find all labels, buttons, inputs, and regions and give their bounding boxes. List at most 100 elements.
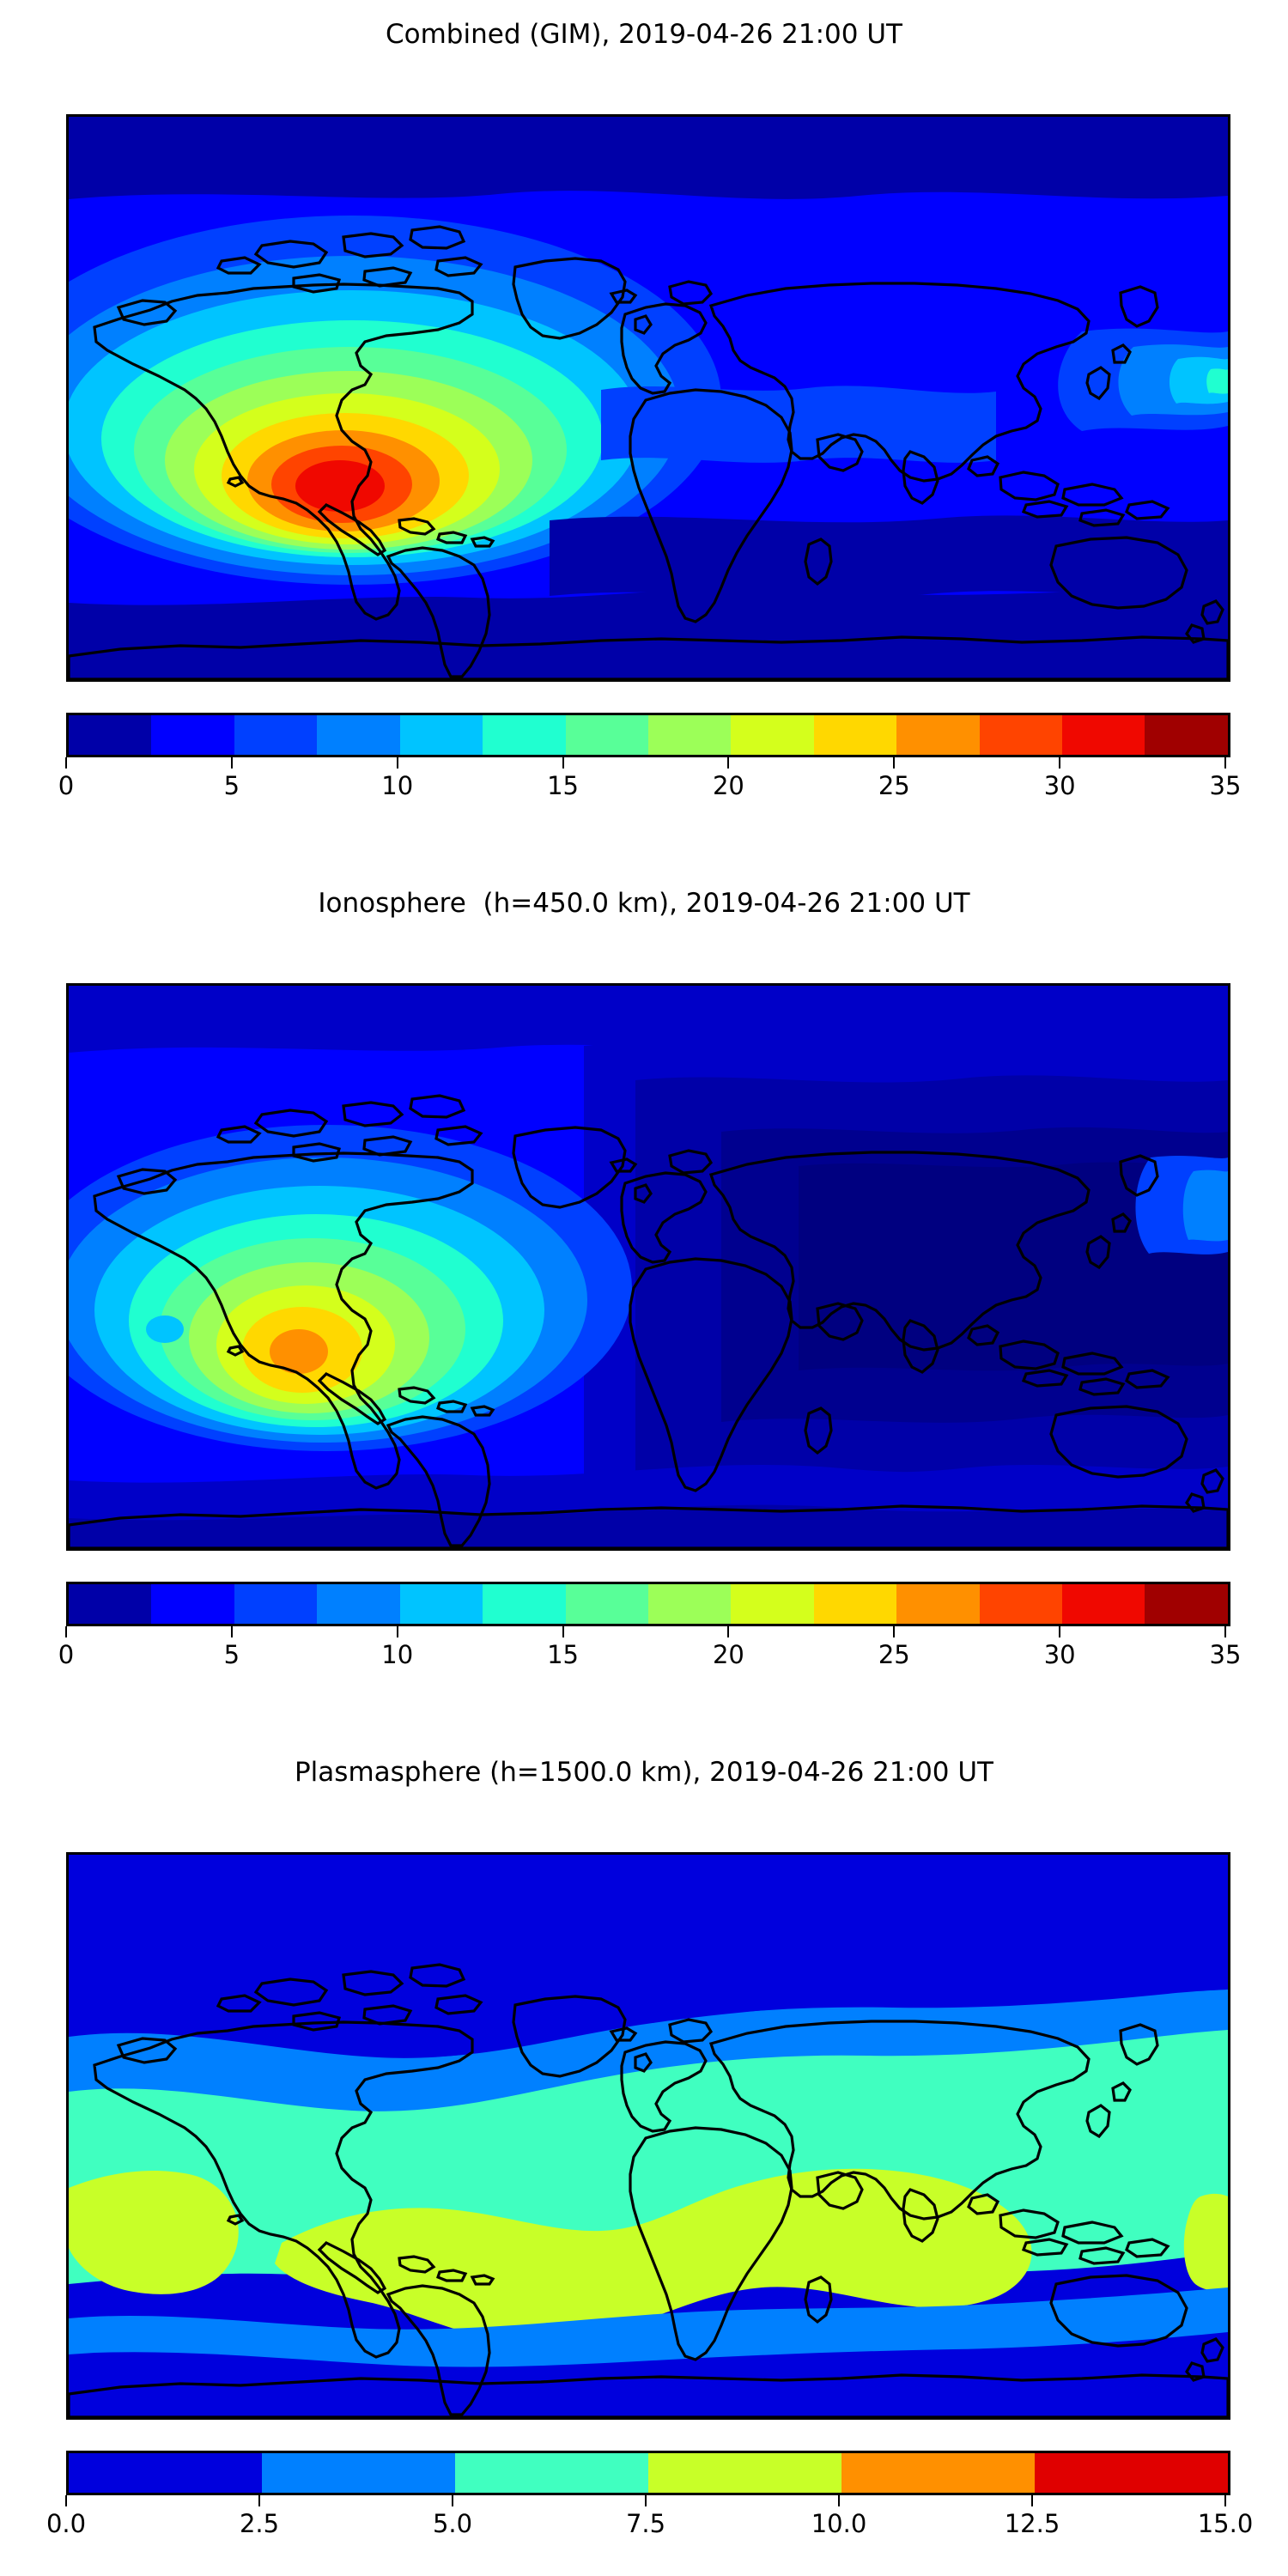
map-plasmasphere <box>66 1852 1230 2420</box>
map-canvas-combined-gim <box>69 117 1228 679</box>
colorbar-tick-6 <box>1059 757 1061 769</box>
colorbar-band-8 <box>731 715 814 755</box>
colorbar-ticklabel-1: 5 <box>223 771 240 800</box>
colorbar-tick-5 <box>893 1626 896 1637</box>
colorbar-tick-3 <box>645 2495 647 2506</box>
colorbar-band-2 <box>234 715 318 755</box>
colorbar-ticklabel-2: 10 <box>381 771 414 800</box>
colorbar-band-8 <box>731 1584 814 1624</box>
colorbar-tick-0 <box>65 757 67 769</box>
colorbar-labels-ionosphere: 0 5 10 15 20 25 30 35 <box>58 1638 1242 1673</box>
colorbar-tick-4 <box>727 757 730 769</box>
colorbar-band-6 <box>565 1584 648 1624</box>
colorbar-tick-1 <box>230 1626 233 1637</box>
colorbar-band-13 <box>1145 1584 1228 1624</box>
colorbar-tick-6 <box>1059 1626 1061 1637</box>
colorbar-ticklabel-3: 15 <box>547 771 580 800</box>
colorbar-tick-1 <box>258 2495 260 2506</box>
colorbar-band-0 <box>69 715 152 755</box>
colorbar-ticklabel-5: 25 <box>878 771 910 800</box>
colorbar-tick-5 <box>893 757 896 769</box>
colorbar-band-3 <box>317 1584 400 1624</box>
colorbar-ticklabel-2: 10 <box>381 1640 414 1669</box>
colorbar-band-4 <box>841 2453 1035 2493</box>
colorbar-ticklabel-4: 10.0 <box>811 2509 867 2538</box>
colorbar-band-4 <box>399 1584 483 1624</box>
colorbar-band-3 <box>317 715 400 755</box>
colorbar-labels-plasmasphere: 0.0 2.5 5.0 7.5 10.0 12.5 15.0 <box>46 2507 1253 2542</box>
colorbar-band-7 <box>647 715 732 755</box>
colorbar-ticklabel-2: 5.0 <box>432 2509 473 2538</box>
panel-title-combined-gim: Combined (GIM), 2019-04-26 21:00 UT <box>386 19 902 50</box>
colorbar-ticklabel-5: 12.5 <box>1004 2509 1060 2538</box>
colorbar-band-12 <box>1062 1584 1145 1624</box>
colorbar-combined-gim: 0 5 10 15 20 25 30 35 <box>58 713 1242 804</box>
colorbar-ticklabel-4: 20 <box>712 771 744 800</box>
colorbar-tick-7 <box>1224 1626 1226 1637</box>
colorbar-band-0 <box>69 2453 262 2493</box>
colorbar-ionosphere: 0 5 10 15 20 25 30 35 <box>58 1582 1242 1673</box>
colorbar-ticklabel-0: 0 <box>58 771 75 800</box>
colorbar-tick-6 <box>1224 2495 1226 2506</box>
colorbar-tick-4 <box>838 2495 840 2506</box>
colorbar-ticklabel-0: 0 <box>58 1640 75 1669</box>
colorbar-band-4 <box>399 715 483 755</box>
colorbar-tick-4 <box>727 1626 730 1637</box>
colorbar-tick-2 <box>452 2495 453 2506</box>
colorbar-labels-combined-gim: 0 5 10 15 20 25 30 35 <box>58 769 1242 804</box>
colorbar-band-2 <box>455 2453 648 2493</box>
colorbar-ticklabel-3: 15 <box>547 1640 580 1669</box>
colorbar-ticklabel-5: 25 <box>878 1640 910 1669</box>
colorbar-ticklabel-7: 35 <box>1209 1640 1242 1669</box>
map-canvas-plasmasphere <box>69 1855 1228 2417</box>
colorbar-band-10 <box>896 715 980 755</box>
colorbar-band-1 <box>151 715 234 755</box>
colorbar-band-10 <box>896 1584 980 1624</box>
colorbar-ticklabel-6: 15.0 <box>1197 2509 1254 2538</box>
colorbar-ticklabel-4: 20 <box>712 1640 744 1669</box>
colorbar-band-1 <box>151 1584 234 1624</box>
colorbar-ticks-combined-gim <box>64 757 1228 769</box>
colorbar-band-3 <box>648 2453 841 2493</box>
colorbar-ticklabel-0: 0.0 <box>46 2509 87 2538</box>
colorbar-ticklabel-3: 7.5 <box>625 2509 666 2538</box>
colorbar-bands-ionosphere <box>66 1582 1230 1626</box>
map-canvas-ionosphere <box>69 986 1228 1548</box>
map-combined-gim <box>66 114 1230 682</box>
colorbar-band-11 <box>979 1584 1063 1624</box>
colorbar-tick-1 <box>230 757 233 769</box>
colorbar-band-5 <box>483 1584 566 1624</box>
colorbar-ticklabel-6: 30 <box>1043 1640 1076 1669</box>
colorbar-band-12 <box>1062 715 1145 755</box>
colorbar-tick-0 <box>65 1626 67 1637</box>
colorbar-bands-combined-gim <box>66 713 1230 757</box>
colorbar-band-0 <box>69 1584 152 1624</box>
colorbar-tick-5 <box>1031 2495 1033 2506</box>
colorbar-ticks-plasmasphere <box>64 2495 1228 2507</box>
colorbar-tick-2 <box>396 1626 398 1637</box>
colorbar-ticklabel-1: 2.5 <box>239 2509 280 2538</box>
colorbar-plasmasphere: 0.0 2.5 5.0 7.5 10.0 12.5 15.0 <box>46 2451 1253 2542</box>
colorbar-band-13 <box>1145 715 1228 755</box>
colorbar-bands-plasmasphere <box>66 2451 1230 2495</box>
colorbar-ticks-ionosphere <box>64 1626 1228 1638</box>
colorbar-ticklabel-6: 30 <box>1043 771 1076 800</box>
colorbar-tick-0 <box>65 2495 67 2506</box>
colorbar-band-2 <box>234 1584 318 1624</box>
colorbar-band-9 <box>813 1584 897 1624</box>
colorbar-tick-2 <box>396 757 398 769</box>
panel-title-plasmasphere: Plasmasphere (h=1500.0 km), 2019-04-26 2… <box>294 1757 993 1788</box>
colorbar-ticklabel-7: 35 <box>1209 771 1242 800</box>
colorbar-band-1 <box>262 2453 455 2493</box>
colorbar-ticklabel-1: 5 <box>223 1640 240 1669</box>
colorbar-band-5 <box>483 715 566 755</box>
colorbar-tick-3 <box>562 757 564 769</box>
map-ionosphere <box>66 983 1230 1551</box>
colorbar-band-9 <box>813 715 897 755</box>
colorbar-band-11 <box>979 715 1063 755</box>
colorbar-band-7 <box>647 1584 732 1624</box>
colorbar-band-5 <box>1035 2453 1228 2493</box>
colorbar-band-6 <box>565 715 648 755</box>
panel-title-ionosphere: Ionosphere (h=450.0 km), 2019-04-26 21:0… <box>318 888 970 919</box>
